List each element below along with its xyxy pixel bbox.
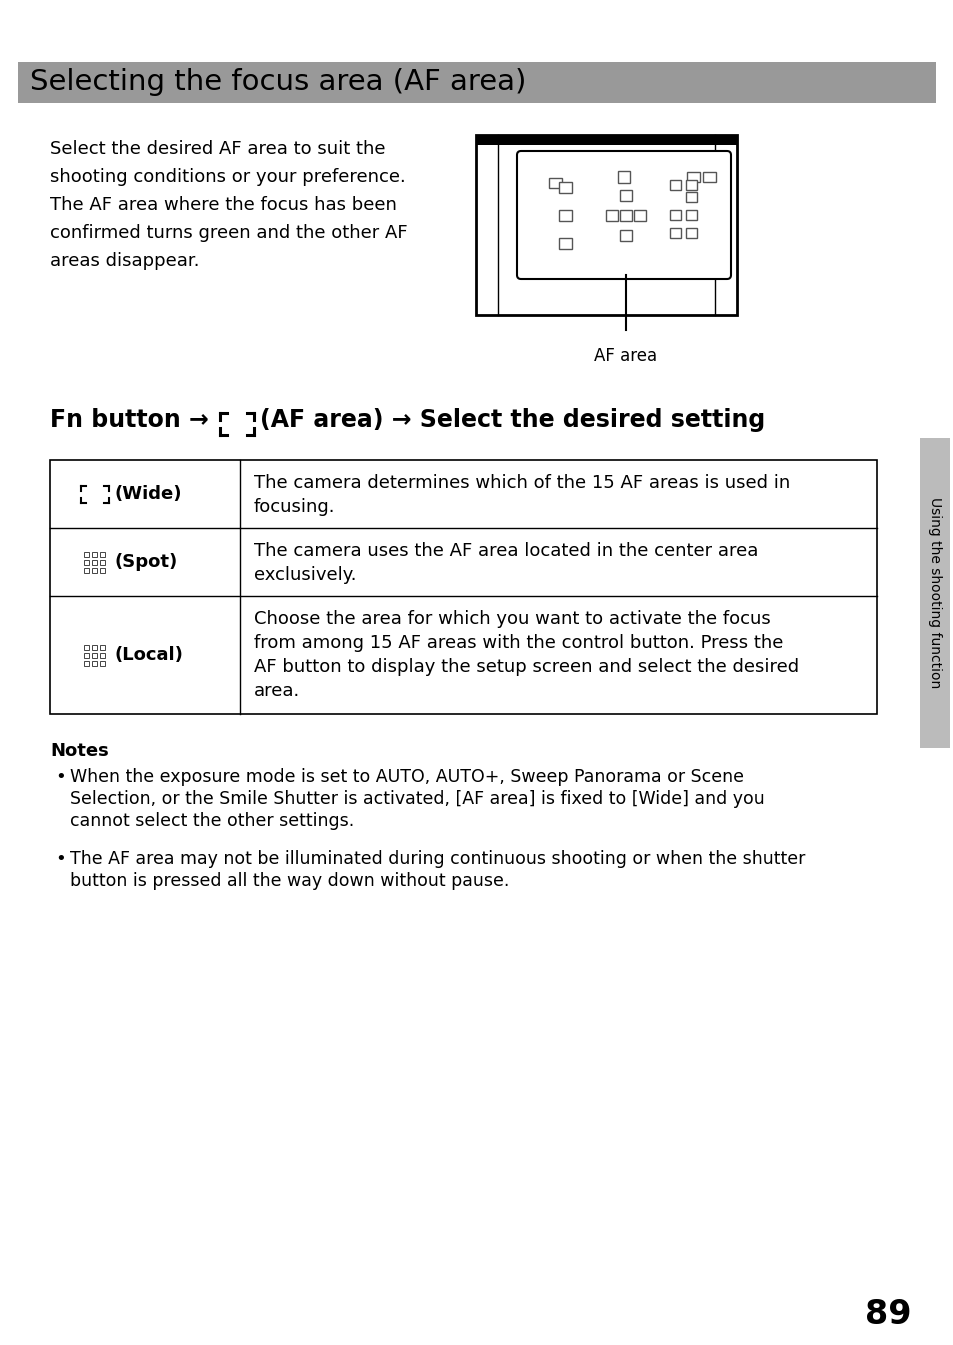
Bar [85,660,90,666]
Text: exclusively.: exclusively. [253,566,356,584]
Text: Selecting the focus area (AF area): Selecting the focus area (AF area) [30,69,526,97]
Bar [476,134,737,315]
Bar [100,560,106,565]
Bar [619,210,631,221]
Bar [50,460,876,714]
Text: AF area: AF area [594,347,657,364]
Text: (Spot): (Spot) [115,553,178,572]
Bar [85,551,90,557]
Text: focusing.: focusing. [253,498,335,516]
Text: from among 15 AF areas with the control button. Press the: from among 15 AF areas with the control … [253,633,782,652]
Bar [634,210,645,221]
Bar [558,182,572,192]
Text: •: • [55,768,66,785]
Bar [670,229,680,238]
Bar [670,180,680,190]
Bar [92,644,97,650]
Text: Select the desired AF area to suit the: Select the desired AF area to suit the [50,140,385,157]
Bar [558,210,572,221]
Text: shooting conditions or your preference.: shooting conditions or your preference. [50,168,405,186]
Bar [18,62,935,104]
Text: When the exposure mode is set to AUTO, AUTO+, Sweep Panorama or Scene: When the exposure mode is set to AUTO, A… [70,768,743,785]
Bar [92,568,97,573]
FancyBboxPatch shape [517,151,730,278]
Bar [92,551,97,557]
Bar [702,172,716,182]
Text: AF button to display the setup screen and select the desired: AF button to display the setup screen an… [253,658,799,677]
Bar [92,652,97,658]
Bar [85,644,90,650]
Bar [100,551,106,557]
Bar [619,230,631,241]
Bar [619,190,631,200]
Bar [687,172,700,182]
Text: (Local): (Local) [115,646,184,664]
Bar [919,438,949,748]
Text: (Wide): (Wide) [115,486,182,503]
Bar [100,644,106,650]
Text: button is pressed all the way down without pause.: button is pressed all the way down witho… [70,872,509,890]
Text: Using the shooting function: Using the shooting function [927,498,941,689]
Text: The camera uses the AF area located in the center area: The camera uses the AF area located in t… [253,542,758,560]
Bar [85,560,90,565]
Text: Fn button →: Fn button → [50,408,209,432]
Bar [100,568,106,573]
Bar [686,229,697,238]
Bar [92,560,97,565]
Text: The AF area may not be illuminated during continuous shooting or when the shutte: The AF area may not be illuminated durin… [70,850,804,868]
Text: Choose the area for which you want to activate the focus: Choose the area for which you want to ac… [253,611,770,628]
Text: (AF area) → Select the desired setting: (AF area) → Select the desired setting [260,408,764,432]
Bar [100,652,106,658]
Bar [476,134,737,145]
Bar [605,210,618,221]
Bar [92,660,97,666]
Text: area.: area. [253,682,300,699]
Text: cannot select the other settings.: cannot select the other settings. [70,812,354,830]
Text: The AF area where the focus has been: The AF area where the focus has been [50,196,396,214]
Bar [85,568,90,573]
Text: Selection, or the Smile Shutter is activated, [AF area] is fixed to [Wide] and y: Selection, or the Smile Shutter is activ… [70,790,764,808]
Text: The camera determines which of the 15 AF areas is used in: The camera determines which of the 15 AF… [253,473,789,492]
Text: confirmed turns green and the other AF: confirmed turns green and the other AF [50,225,407,242]
Bar [100,660,106,666]
Bar [558,238,572,249]
Bar [686,180,697,190]
Bar [670,210,680,221]
Bar [686,192,697,202]
Text: Notes: Notes [50,742,109,760]
Bar [85,652,90,658]
Bar [618,171,629,183]
Bar [686,210,697,221]
Text: 89: 89 [864,1298,910,1332]
Bar [549,178,562,188]
Text: areas disappear.: areas disappear. [50,252,199,270]
Text: •: • [55,850,66,868]
